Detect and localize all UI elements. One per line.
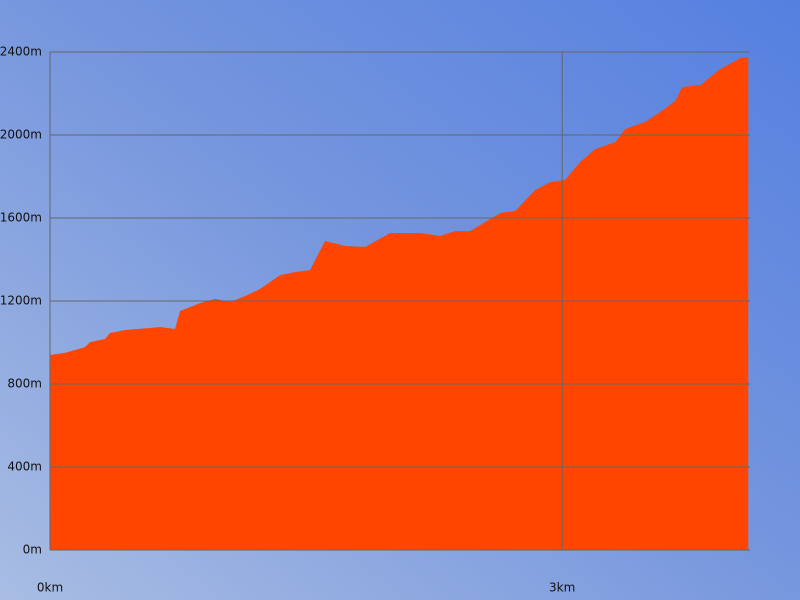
x-tick-label: 0km [37, 581, 63, 595]
y-tick-label: 2400m [0, 45, 42, 59]
y-tick-label: 400m [7, 460, 42, 474]
y-tick-label: 1200m [0, 294, 42, 308]
y-tick-label: 0m [23, 543, 42, 557]
x-tick-label: 3km [549, 581, 575, 595]
elevation-area [50, 56, 749, 550]
y-tick-label: 2000m [0, 128, 42, 142]
y-tick-label: 800m [7, 377, 42, 391]
y-tick-label: 1600m [0, 211, 42, 225]
